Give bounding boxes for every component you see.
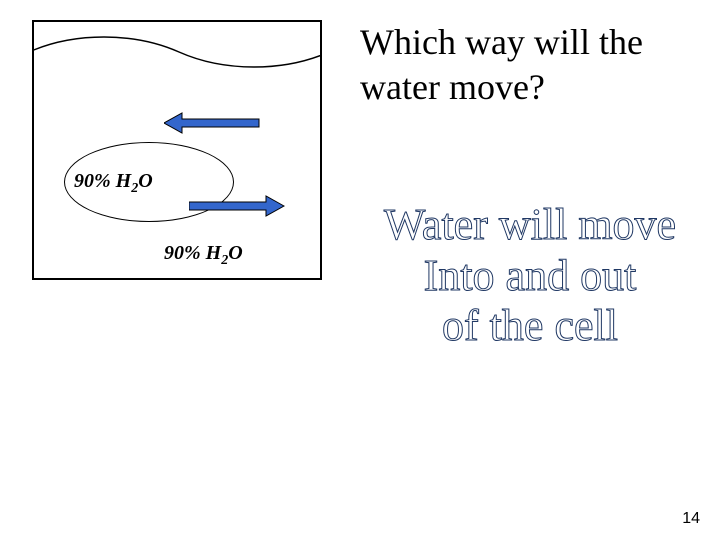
answer-line1: Water will move xyxy=(384,200,676,249)
label-inside-prefix: 90% H xyxy=(74,170,131,192)
slide: 90% H2O 90% H2O Which way will the water… xyxy=(0,0,720,540)
arrow-out-shape xyxy=(189,196,284,216)
water-surface-path xyxy=(34,37,322,67)
label-outside-prefix: 90% H xyxy=(164,242,221,264)
page-number: 14 xyxy=(682,510,700,528)
answer-line2: Into and out xyxy=(424,251,637,300)
label-outside-cell: 90% H2O xyxy=(164,242,243,269)
answer-text: Water will move Into and out of the cell xyxy=(340,200,720,352)
slide-title: Which way will the water move? xyxy=(360,20,710,110)
label-outside-suffix: O xyxy=(228,242,242,264)
water-surface xyxy=(34,22,322,82)
arrow-in-shape xyxy=(164,113,259,133)
label-inside-cell: 90% H2O xyxy=(74,170,153,197)
diagram-container: 90% H2O 90% H2O xyxy=(32,20,322,280)
answer-line3: of the cell xyxy=(442,301,618,350)
label-inside-suffix: O xyxy=(138,170,152,192)
arrow-in-icon xyxy=(164,111,264,135)
arrow-out-icon xyxy=(189,194,289,218)
